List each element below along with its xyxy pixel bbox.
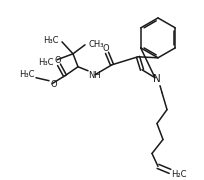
Text: O: O <box>50 80 57 89</box>
Text: CH₃: CH₃ <box>88 40 103 49</box>
Text: N: N <box>152 74 160 84</box>
Text: O: O <box>54 56 61 65</box>
Text: NH: NH <box>88 71 101 80</box>
Text: H₃C: H₃C <box>19 70 35 79</box>
Text: H₃C: H₃C <box>43 36 59 45</box>
Text: O: O <box>102 44 109 53</box>
Text: H₃C: H₃C <box>38 58 53 67</box>
Text: H₂C: H₂C <box>170 170 186 179</box>
